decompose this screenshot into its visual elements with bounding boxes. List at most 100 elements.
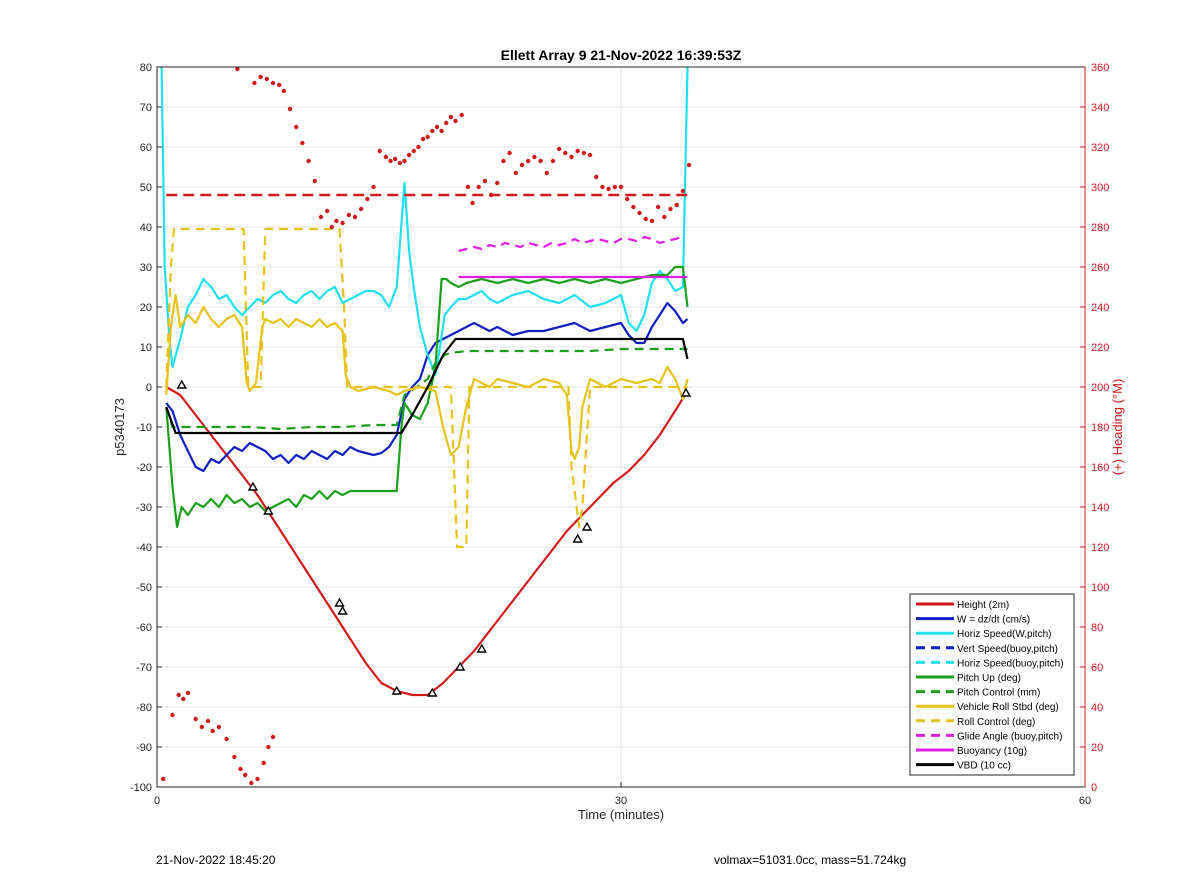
heading-point-88 (643, 216, 648, 222)
right-tick-label-13: 260 (1091, 262, 1109, 274)
heading-point-25 (281, 88, 287, 94)
legend-label-9: Glide Angle (buoy,pitch) (957, 731, 1062, 742)
heading-point-54 (439, 128, 444, 134)
legend-label-6: Pitch Control (mm) (957, 688, 1040, 699)
legend-label-8: Roll Control (deg) (957, 717, 1035, 728)
left-tick-label-8: -20 (136, 462, 152, 474)
heading-point-89 (649, 218, 655, 224)
heading-point-83 (612, 184, 618, 190)
waypoint-marker-9 (581, 521, 593, 531)
waypoint-marker-10 (680, 387, 692, 397)
heading-point-74 (556, 146, 562, 152)
heading-point-36 (346, 212, 351, 218)
right-tick-label-10: 200 (1091, 382, 1109, 394)
right-tick-label-4: 80 (1091, 622, 1103, 634)
heading-point-55 (444, 120, 449, 126)
heading-point-34 (334, 218, 339, 224)
waypoint-marker-1 (337, 605, 348, 615)
series-line-5 (165, 265, 689, 529)
heading-point-76 (569, 154, 574, 160)
heading-point-0 (160, 776, 166, 782)
heading-point-77 (575, 148, 580, 154)
x-tick-label-2: 60 (1079, 795, 1091, 807)
heading-point-68 (519, 162, 525, 168)
heading-point-19 (235, 66, 240, 72)
right-tick-label-16: 320 (1091, 142, 1109, 154)
heading-point-37 (352, 214, 358, 220)
heading-point-28 (300, 140, 305, 146)
left-tick-label-12: 20 (140, 302, 152, 314)
heading-point-87 (637, 210, 642, 216)
heading-point-18 (270, 734, 276, 740)
x-tick-label-0: 0 (154, 795, 160, 807)
right-tick-label-17: 340 (1091, 102, 1109, 114)
heading-point-69 (526, 158, 531, 164)
waypoint-marker-6 (454, 661, 466, 671)
heading-point-84 (618, 184, 624, 190)
heading-point-41 (377, 148, 382, 154)
series-line-11 (165, 337, 689, 435)
grid-lines (157, 67, 1085, 787)
left-tick-label-10: 0 (146, 382, 152, 394)
heading-point-24 (276, 82, 282, 88)
waypoint-marker-3 (334, 597, 345, 607)
waypoint-marker-4 (391, 685, 402, 695)
heading-point-90 (655, 204, 661, 210)
left-tick-label-0: -100 (130, 782, 152, 794)
footer-mass-info: volmax=51031.0cc, mass=51.724kg (714, 853, 907, 867)
heading-point-14 (249, 780, 254, 786)
legend-label-2: Horiz Speed(W,pitch) (957, 629, 1051, 640)
heading-point-45 (397, 160, 403, 166)
waypoint-marker-11 (247, 481, 259, 491)
heading-point-9 (216, 724, 222, 730)
right-axis-ticks: 0 20 40 60 80 100 120 140 160 180 200 220 240 260 280 3… (1080, 62, 1109, 794)
heading-point-39 (365, 196, 370, 202)
heading-point-86 (631, 204, 636, 210)
heading-point-2 (176, 692, 181, 698)
heading-point-13 (242, 772, 248, 778)
heading-point-23 (270, 80, 276, 86)
heading-point-47 (406, 152, 412, 158)
left-tick-label-2: -80 (136, 702, 152, 714)
right-tick-label-2: 40 (1091, 702, 1103, 714)
x-axis-ticks: 0 30 60 (154, 782, 1091, 807)
series-line-6 (165, 347, 688, 431)
left-axis-ticks: -100-90-80-70-60-50-40-30-20-10010203040… (130, 62, 162, 794)
heading-point-49 (416, 144, 421, 150)
heading-point-94 (680, 188, 686, 194)
heading-point-33 (329, 224, 334, 230)
right-tick-label-6: 120 (1091, 542, 1109, 554)
legend: Height (2m) W = dz/dt (cm/s) Horiz Speed(W… (909, 593, 1075, 776)
right-tick-label-9: 180 (1091, 422, 1109, 434)
heading-point-92 (668, 206, 673, 212)
heading-point-40 (371, 184, 376, 190)
waypoint-marker-2 (263, 505, 274, 515)
legend-label-7: Vehicle Roll Stbd (deg) (957, 702, 1059, 713)
left-tick-label-1: -90 (136, 742, 152, 754)
heading-point-3 (181, 696, 186, 702)
heading-point-95 (686, 162, 692, 168)
left-tick-label-4: -60 (136, 622, 152, 634)
legend-label-4: Horiz Speed(buoy,pitch) (957, 658, 1064, 669)
legend-label-3: Vert Speed(buoy,pitch) (957, 644, 1058, 655)
heading-point-8 (210, 728, 215, 734)
right-tick-label-12: 240 (1091, 302, 1109, 314)
heading-point-46 (402, 158, 407, 164)
right-tick-label-0: 0 (1091, 782, 1097, 794)
heading-point-20 (252, 80, 257, 86)
heading-point-26 (287, 106, 293, 112)
right-tick-label-5: 100 (1091, 582, 1109, 594)
heading-point-61 (476, 184, 481, 190)
heading-point-66 (507, 150, 512, 156)
left-tick-label-18: 80 (140, 62, 152, 74)
heading-point-81 (600, 184, 605, 190)
heading-point-53 (434, 124, 440, 130)
heading-point-1 (170, 712, 175, 718)
marker-layer (176, 379, 692, 697)
right-tick-label-14: 280 (1091, 222, 1109, 234)
heading-point-38 (358, 206, 364, 212)
heading-point-17 (266, 744, 271, 750)
heading-point-29 (306, 158, 311, 164)
right-tick-label-3: 60 (1091, 662, 1103, 674)
heading-point-56 (448, 114, 454, 120)
